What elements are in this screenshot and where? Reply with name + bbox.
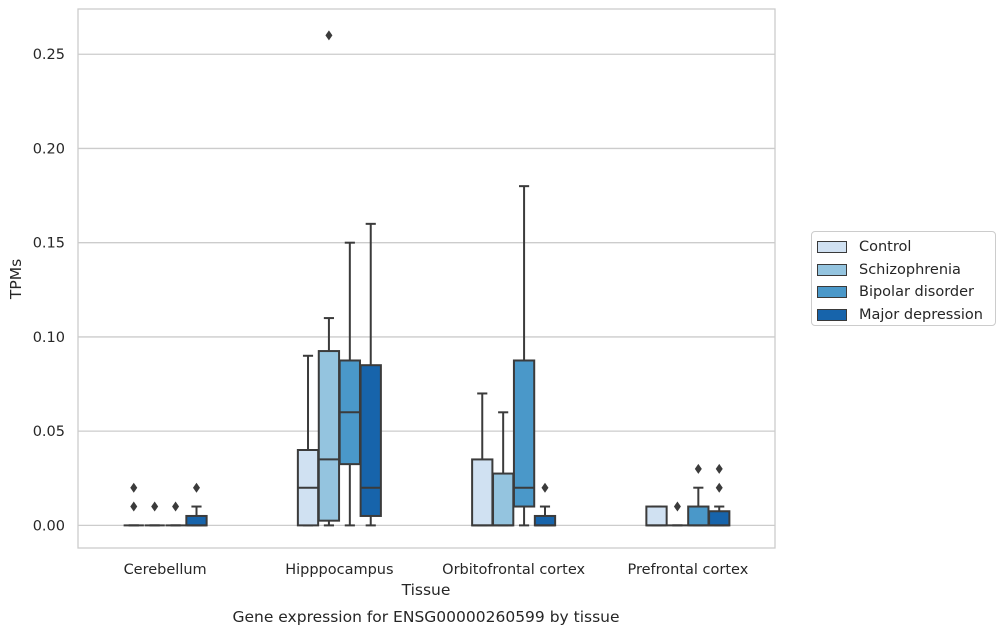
- y-tick-label: 0.25: [33, 47, 65, 63]
- legend-item-control: Control: [812, 236, 995, 259]
- legend-item-major-depression: Major depression: [812, 304, 995, 327]
- box-outlier: [192, 482, 200, 493]
- legend-swatch: [817, 241, 847, 254]
- legend-item-bipolar-disorder: Bipolar disorder: [812, 281, 995, 304]
- box-outlier: [673, 501, 681, 512]
- box-plots: [123, 30, 731, 527]
- box-iqr: [471, 458, 494, 527]
- legend-swatch: [817, 263, 847, 276]
- y-axis-title: TPMs: [7, 259, 25, 300]
- x-tick-label: Hipppocampus: [285, 562, 393, 578]
- y-tick-labels: 0.00 0.05 0.10 0.15 0.20 0.25: [33, 47, 65, 534]
- legend-label: Schizophrenia: [859, 261, 961, 278]
- y-tick-label: 0.10: [33, 330, 65, 346]
- box-outlier: [715, 482, 723, 493]
- x-axis-title: Tissue: [401, 581, 451, 599]
- box-outlier: [151, 501, 159, 512]
- box-iqr: [317, 350, 341, 522]
- y-tick-label: 0.00: [33, 518, 65, 534]
- box-outlier: [172, 501, 180, 512]
- legend-label: Bipolar disorder: [859, 284, 974, 301]
- box-iqr: [645, 505, 668, 527]
- legend-label: Control: [859, 239, 912, 256]
- box-iqr: [185, 514, 208, 527]
- box-outlier: [130, 501, 138, 512]
- y-tick-label: 0.05: [33, 424, 65, 440]
- box-outlier: [541, 482, 549, 493]
- legend: Control Schizophrenia Bipolar disorder M…: [811, 231, 996, 326]
- legend-label: Major depression: [859, 306, 983, 323]
- y-tick-label: 0.20: [33, 141, 65, 157]
- legend-swatch: [817, 286, 847, 299]
- box-iqr: [708, 510, 731, 527]
- legend-item-schizophrenia: Schizophrenia: [812, 259, 995, 282]
- box-outlier: [694, 463, 702, 474]
- x-tick-label: Prefrontal cortex: [627, 562, 748, 578]
- box-iqr: [492, 472, 515, 527]
- box-iqr: [512, 359, 536, 508]
- box-iqr: [533, 514, 557, 527]
- box-outlier: [130, 482, 138, 493]
- plot-area-frame: [77, 8, 776, 549]
- box-outlier: [715, 463, 723, 474]
- y-tick-label: 0.15: [33, 236, 65, 252]
- x-tick-labels: Cerebellum Hipppocampus Orbitofrontal cort…: [124, 562, 749, 578]
- x-tick-label: Cerebellum: [124, 562, 207, 578]
- legend-swatch: [817, 308, 847, 321]
- box-iqr: [359, 364, 382, 517]
- chart-title: Gene expression for ENSG00000260599 by t…: [232, 608, 619, 626]
- box-outlier: [325, 30, 333, 41]
- x-tick-label: Orbitofrontal cortex: [442, 562, 585, 578]
- box-iqr: [687, 505, 710, 527]
- grid-lines: [78, 53, 775, 527]
